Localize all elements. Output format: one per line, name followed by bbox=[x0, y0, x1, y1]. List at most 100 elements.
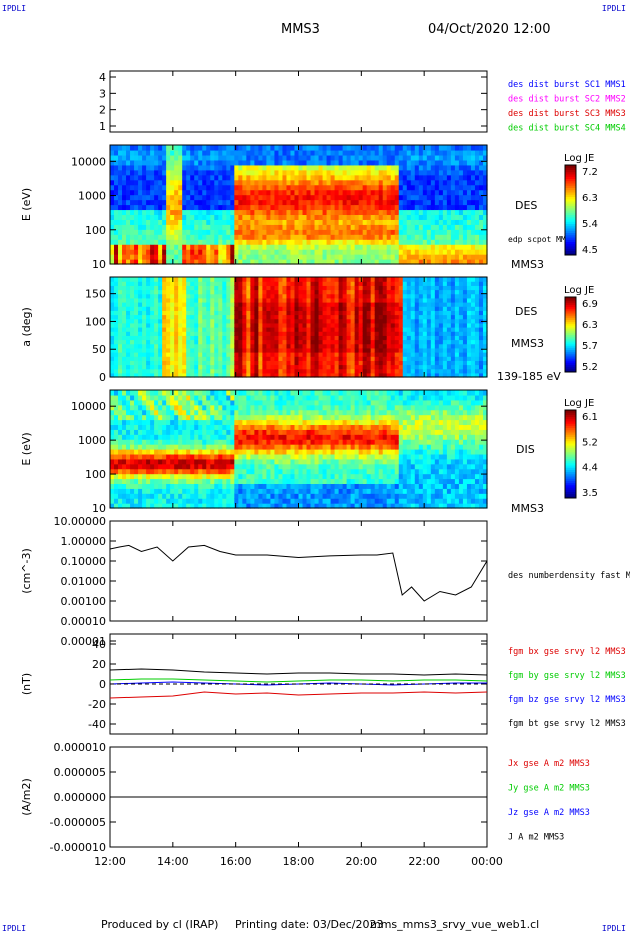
des_energy-cell bbox=[230, 149, 235, 156]
des_energy-cell bbox=[418, 254, 424, 260]
des_pitch-cell bbox=[462, 364, 468, 370]
des_energy-cell bbox=[230, 145, 235, 151]
des_energy-cell bbox=[246, 189, 251, 196]
dis_energy-cell bbox=[182, 394, 187, 401]
des_energy-cell bbox=[450, 244, 456, 250]
des_pitch-cell bbox=[222, 356, 227, 361]
des_pitch-cell bbox=[274, 347, 280, 353]
des_pitch-cell bbox=[318, 372, 324, 378]
dis_energy-cell bbox=[122, 453, 127, 460]
des_energy-cell bbox=[218, 254, 223, 260]
des_pitch-cell bbox=[318, 322, 324, 328]
des_pitch-cell bbox=[114, 331, 119, 336]
des_energy-cell bbox=[154, 159, 159, 166]
dis_energy-cell bbox=[150, 414, 155, 421]
des_energy-cell bbox=[146, 219, 151, 225]
des_pitch-cell bbox=[210, 306, 215, 311]
des_pitch-cell bbox=[454, 285, 460, 291]
des_energy-cell bbox=[366, 249, 372, 255]
des_pitch-cell bbox=[362, 314, 368, 320]
des_energy-cell bbox=[270, 164, 276, 171]
des_energy-cell bbox=[262, 184, 268, 191]
des_pitch-cell bbox=[398, 331, 404, 336]
des_energy-cell bbox=[234, 224, 239, 230]
dis_energy-cell bbox=[134, 404, 139, 411]
dis_energy-cell bbox=[154, 394, 159, 401]
des_pitch-cell bbox=[426, 302, 432, 307]
des_energy-cell bbox=[434, 169, 440, 176]
des_pitch-cell bbox=[242, 352, 247, 357]
des_pitch-cell bbox=[190, 347, 195, 353]
des_pitch-cell bbox=[438, 277, 444, 282]
des_pitch-cell bbox=[338, 302, 344, 307]
des_energy-cell bbox=[466, 164, 472, 171]
des_pitch-cell bbox=[142, 347, 147, 353]
des_energy-cell bbox=[122, 159, 127, 166]
des_pitch-cell bbox=[234, 327, 239, 332]
des_pitch-cell bbox=[274, 277, 280, 282]
des_energy-cell bbox=[406, 174, 412, 181]
dis_energy-cell bbox=[114, 453, 119, 460]
dis_energy-cell bbox=[162, 488, 167, 494]
des_pitch-cell bbox=[282, 343, 288, 349]
dis_energy-cell bbox=[122, 429, 127, 435]
des_energy-cell bbox=[342, 164, 348, 171]
des_energy-cell bbox=[266, 189, 272, 196]
des_pitch-cell bbox=[226, 322, 231, 328]
des_pitch-cell bbox=[158, 335, 163, 341]
des_energy-cell bbox=[366, 204, 372, 211]
des_energy-cell bbox=[242, 254, 247, 260]
des_energy-cell bbox=[130, 169, 135, 176]
des_pitch-cell bbox=[394, 302, 400, 307]
des_energy-cell bbox=[114, 164, 119, 171]
des_pitch-cell bbox=[150, 347, 155, 353]
des_pitch-cell bbox=[230, 310, 235, 316]
des_energy-cell bbox=[466, 169, 472, 176]
des_pitch-cell bbox=[354, 314, 360, 320]
des_pitch-cell bbox=[162, 302, 167, 307]
des_energy-cell bbox=[226, 249, 231, 255]
des_pitch-cell bbox=[282, 285, 288, 291]
des_pitch-cell bbox=[346, 277, 352, 282]
des_pitch-cell bbox=[270, 297, 276, 303]
des_energy-cell bbox=[114, 254, 119, 260]
des_energy-cell bbox=[334, 249, 340, 255]
des_energy-cell bbox=[346, 244, 352, 250]
des_pitch-cell bbox=[258, 306, 263, 311]
des_energy-cell bbox=[342, 194, 348, 201]
des_pitch-cell bbox=[394, 289, 400, 295]
des_energy-cell bbox=[310, 244, 316, 250]
des_pitch-cell bbox=[226, 372, 231, 378]
des_pitch-cell bbox=[374, 314, 380, 320]
des_pitch-cell bbox=[246, 318, 251, 324]
des_energy-cell bbox=[182, 184, 187, 191]
des_energy-cell bbox=[422, 164, 428, 171]
des_pitch-cell bbox=[398, 289, 404, 295]
des_energy-cell bbox=[270, 159, 276, 166]
des_pitch-cell bbox=[402, 356, 408, 361]
des_energy-cell bbox=[194, 159, 199, 166]
des_pitch-cell bbox=[170, 293, 175, 299]
des_energy-cell bbox=[190, 149, 195, 156]
dis_energy-cell bbox=[118, 424, 123, 430]
des_energy-cell bbox=[114, 224, 119, 230]
dis_energy-cell bbox=[134, 498, 139, 504]
des_pitch-cell bbox=[358, 356, 364, 361]
des_energy-cell bbox=[270, 169, 276, 176]
des_pitch-cell bbox=[314, 356, 320, 361]
des_energy-cell bbox=[406, 159, 412, 166]
des_energy-cell bbox=[222, 249, 227, 255]
des_energy-cell bbox=[166, 234, 171, 240]
dis_energy-cell bbox=[178, 429, 183, 435]
des_pitch-cell bbox=[202, 289, 207, 295]
des_energy-cell bbox=[438, 149, 444, 156]
des_pitch-cell bbox=[342, 281, 348, 286]
des_pitch-cell bbox=[434, 289, 440, 295]
des_pitch-cell bbox=[174, 339, 179, 345]
des_pitch-cell bbox=[190, 285, 195, 291]
dis_energy-cell bbox=[110, 488, 115, 494]
des_pitch-cell bbox=[214, 339, 219, 345]
des_energy-cell bbox=[214, 239, 219, 245]
des_pitch-cell bbox=[286, 368, 292, 374]
des_energy-cell bbox=[350, 179, 356, 186]
